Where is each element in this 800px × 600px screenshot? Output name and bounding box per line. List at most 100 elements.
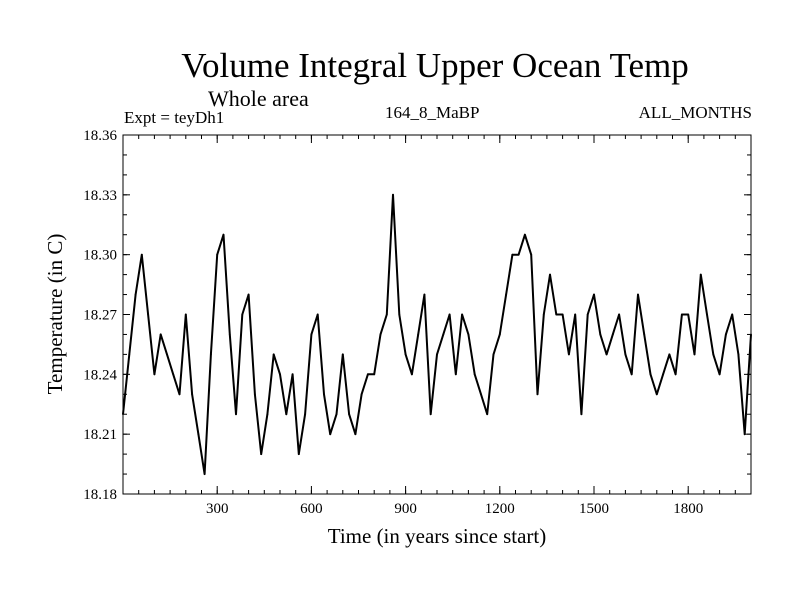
data-point [693, 353, 696, 356]
data-point [335, 413, 338, 416]
y-tick-label: 18.18 [83, 487, 117, 503]
data-point [410, 373, 413, 376]
data-point [436, 353, 438, 356]
data-point [637, 293, 639, 296]
data-point [197, 433, 200, 436]
y-tick-label: 18.30 [83, 248, 117, 264]
data-point [542, 313, 545, 316]
data-point [454, 373, 457, 376]
data-point [567, 353, 570, 356]
data-point [498, 333, 501, 336]
data-point [210, 353, 212, 356]
y-tick-label: 18.36 [83, 128, 117, 144]
data-point [354, 433, 357, 436]
y-tick-label: 18.21 [83, 427, 117, 443]
data-point [505, 293, 507, 296]
data-point [618, 313, 621, 316]
data-point [574, 313, 577, 316]
data-point [706, 313, 708, 316]
data-point [492, 353, 495, 356]
data-point [373, 373, 376, 376]
data-point [524, 233, 526, 236]
data-point [442, 333, 445, 336]
run-label: 164_8_MaBP [385, 103, 480, 122]
data-point [178, 393, 181, 396]
data-point [712, 353, 715, 356]
tick-group: 18.18 18.21 18.24 18.27 18.30 18.33 18.36 300 60… [83, 128, 751, 517]
data-point [655, 393, 658, 396]
data-point [291, 373, 294, 376]
data-point [247, 293, 250, 296]
data-point [724, 333, 727, 336]
data-point [159, 333, 162, 336]
data-point [367, 373, 369, 376]
data-point [398, 313, 401, 316]
data-point [586, 313, 589, 316]
experiment-label: Expt = teyDh1 [124, 108, 225, 127]
data-point [580, 413, 583, 416]
data-point [486, 413, 489, 416]
chart-title: Volume Integral Upper Ocean Temp [181, 46, 689, 85]
data-point [687, 313, 690, 316]
data-point [511, 253, 514, 256]
data-point [203, 473, 206, 475]
data-point [172, 373, 175, 376]
data-point [731, 313, 734, 316]
data-point [429, 413, 432, 416]
data-point [228, 333, 231, 336]
data-point [348, 413, 350, 416]
data-point [605, 353, 608, 356]
data-point [260, 453, 263, 456]
data-point [674, 373, 677, 376]
x-tick-label: 300 [206, 501, 229, 517]
data-point [360, 393, 363, 396]
x-tick-label: 1800 [673, 501, 703, 517]
data-point [473, 373, 476, 376]
data-point [279, 373, 281, 376]
data-point [166, 353, 168, 356]
data-point [549, 273, 551, 276]
data-point [630, 373, 633, 376]
data-point [593, 293, 595, 296]
data-point [423, 293, 426, 296]
data-point [480, 393, 482, 396]
data-point [147, 313, 150, 316]
y-tick-label: 18.33 [83, 188, 117, 204]
months-label: ALL_MONTHS [638, 103, 752, 122]
chart-subtitle: Whole area [208, 86, 309, 111]
data-point [699, 273, 702, 276]
data-point [649, 373, 652, 376]
data-point [737, 353, 740, 356]
data-point [624, 353, 627, 356]
data-point [392, 193, 394, 196]
x-tick-label: 900 [394, 501, 417, 517]
data-point [448, 313, 451, 316]
data-point [266, 413, 269, 416]
data-point [668, 353, 671, 356]
x-tick-label: 600 [300, 501, 323, 517]
data-point [134, 293, 137, 296]
data-point [743, 433, 746, 436]
data-point [128, 353, 131, 356]
data-point [517, 253, 520, 256]
data-point [310, 333, 313, 336]
data-point [404, 353, 407, 356]
data-point [235, 413, 237, 416]
data-point [297, 453, 300, 456]
data-point [379, 333, 382, 336]
x-tick-label: 1500 [579, 501, 609, 517]
data-point [140, 253, 143, 256]
data-point [536, 393, 539, 396]
series-group [122, 193, 752, 476]
data-point [461, 313, 464, 316]
data-point [329, 433, 332, 436]
data-point [385, 313, 388, 316]
data-point [341, 353, 344, 356]
data-point [561, 313, 564, 316]
data-point [153, 373, 156, 376]
data-point [222, 233, 225, 236]
data-point [530, 253, 533, 256]
data-point [643, 333, 646, 336]
data-point [272, 353, 275, 356]
